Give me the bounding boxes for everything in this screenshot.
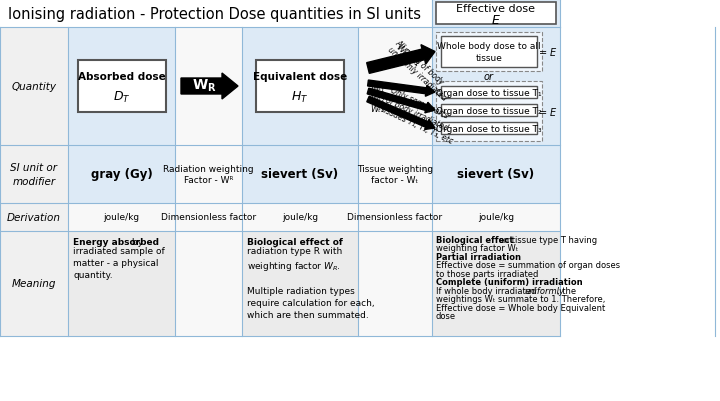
Bar <box>68 146 175 203</box>
Text: $E$: $E$ <box>491 14 501 26</box>
Text: Derivation: Derivation <box>7 213 61 223</box>
Text: Partial irradiation: Partial irradiation <box>436 252 521 261</box>
Text: dose: dose <box>436 312 456 321</box>
Bar <box>441 37 537 68</box>
Text: or: or <box>484 72 494 82</box>
Text: Dimensionless factor: Dimensionless factor <box>161 213 256 222</box>
Text: sievert (Sv): sievert (Sv) <box>261 168 338 181</box>
Text: = $E$: = $E$ <box>538 106 557 118</box>
Text: SI unit or
modifier: SI unit or modifier <box>11 163 58 186</box>
Text: Quantity: Quantity <box>12 82 56 92</box>
Bar <box>0 146 68 203</box>
Bar <box>175 28 242 146</box>
Bar <box>441 123 537 135</box>
Bar <box>78 61 166 113</box>
Bar <box>432 28 560 146</box>
Text: Wₜ₁: Wₜ₁ <box>370 85 384 94</box>
Text: gray (Gy): gray (Gy) <box>91 168 153 181</box>
Text: Effective dose: Effective dose <box>456 4 536 14</box>
Text: Equivalent dose: Equivalent dose <box>253 72 347 82</box>
Text: Complete (uniform) irradiation: Complete (uniform) irradiation <box>436 278 582 287</box>
Bar <box>358 231 432 336</box>
Text: joule/kg: joule/kg <box>478 213 514 222</box>
Text: Wₜ₂: Wₜ₂ <box>370 95 384 104</box>
Text: Organ dose to tissue T₂: Organ dose to tissue T₂ <box>436 106 542 115</box>
Text: , the: , the <box>557 286 576 295</box>
Text: Dimensionless factor: Dimensionless factor <box>348 213 443 222</box>
Text: by: by <box>129 237 143 246</box>
Bar <box>0 28 68 146</box>
Bar <box>432 146 560 203</box>
Bar <box>358 203 432 231</box>
Bar <box>432 203 560 231</box>
Text: Meaning: Meaning <box>12 279 56 289</box>
Text: $H_T$: $H_T$ <box>292 89 309 104</box>
Bar <box>432 0 560 28</box>
Bar <box>0 203 68 231</box>
Bar <box>441 87 537 99</box>
Polygon shape <box>366 97 435 130</box>
Text: Radiation weighting
Factor - Wᴿ: Radiation weighting Factor - Wᴿ <box>163 164 254 185</box>
Text: Absorbed dose: Absorbed dose <box>78 72 166 82</box>
Bar <box>0 231 68 336</box>
Text: Organ dose to tissue T₁: Organ dose to tissue T₁ <box>436 88 542 97</box>
Text: irradiated sample of
matter - a physical
quantity.: irradiated sample of matter - a physical… <box>73 246 165 279</box>
Text: to those parts irradiated: to those parts irradiated <box>436 269 539 278</box>
Text: All parts of body
uniformly irradiated: All parts of body uniformly irradiated <box>386 38 455 103</box>
Text: Whole body dose to all
tissue: Whole body dose to all tissue <box>437 43 541 63</box>
Text: uniformly: uniformly <box>525 286 564 295</box>
Bar <box>68 203 175 231</box>
Text: joule/kg: joule/kg <box>282 213 318 222</box>
Bar <box>242 203 358 231</box>
Bar <box>242 231 358 336</box>
Polygon shape <box>368 81 435 97</box>
Text: Effective dose = Whole body Equivalent: Effective dose = Whole body Equivalent <box>436 303 606 312</box>
Text: joule/kg: joule/kg <box>104 213 140 222</box>
Text: $\mathbf{W_R}$: $\mathbf{W_R}$ <box>192 78 217 94</box>
Bar <box>68 28 175 146</box>
Text: = $E$: = $E$ <box>538 47 557 59</box>
Text: Wₜ = 1: Wₜ = 1 <box>395 43 421 69</box>
Text: Effective dose = summation of organ doses: Effective dose = summation of organ dose… <box>436 261 620 270</box>
Text: weighting factor Wₜ: weighting factor Wₜ <box>436 244 518 253</box>
Bar <box>441 105 537 117</box>
Text: weightings Wₜ summate to 1. Therefore,: weightings Wₜ summate to 1. Therefore, <box>436 295 606 304</box>
Text: Biological effect: Biological effect <box>436 235 513 244</box>
Bar <box>242 146 358 203</box>
Bar <box>436 33 542 72</box>
Polygon shape <box>367 89 435 113</box>
Bar <box>436 3 556 25</box>
Text: Tissue weighting
factor - Wₜ: Tissue weighting factor - Wₜ <box>357 164 433 185</box>
Text: $D_T$: $D_T$ <box>113 89 130 104</box>
Bar <box>432 231 560 336</box>
Bar <box>175 231 242 336</box>
Polygon shape <box>366 46 435 74</box>
Text: Organ dose to tissue T₃: Organ dose to tissue T₃ <box>436 124 542 133</box>
Bar <box>358 146 432 203</box>
FancyArrow shape <box>181 74 238 100</box>
Text: Ionising radiation - Protection Dose quantities in SI units: Ionising radiation - Protection Dose qua… <box>8 6 421 21</box>
Bar <box>242 28 358 146</box>
Text: radiation type R with
weighting factor $W_R$.

Multiple radiation types
require : radiation type R with weighting factor $… <box>247 246 374 319</box>
Text: Energy absorbed: Energy absorbed <box>73 237 159 246</box>
Text: If whole body irradiated: If whole body irradiated <box>436 286 539 295</box>
Bar <box>436 82 542 142</box>
Bar <box>256 61 344 113</box>
Bar <box>175 203 242 231</box>
Text: Wₜ₃: Wₜ₃ <box>370 105 384 114</box>
Bar <box>68 231 175 336</box>
Text: sievert (Sv): sievert (Sv) <box>457 168 534 181</box>
Bar <box>358 28 432 146</box>
Text: on tissue type T having: on tissue type T having <box>496 235 598 244</box>
Text: Only some parts
of body irradiated:
tissues T₁, T₂, T₃, etc: Only some parts of body irradiated: tiss… <box>380 86 464 146</box>
Bar <box>175 146 242 203</box>
Text: Biological effect of: Biological effect of <box>247 237 343 246</box>
